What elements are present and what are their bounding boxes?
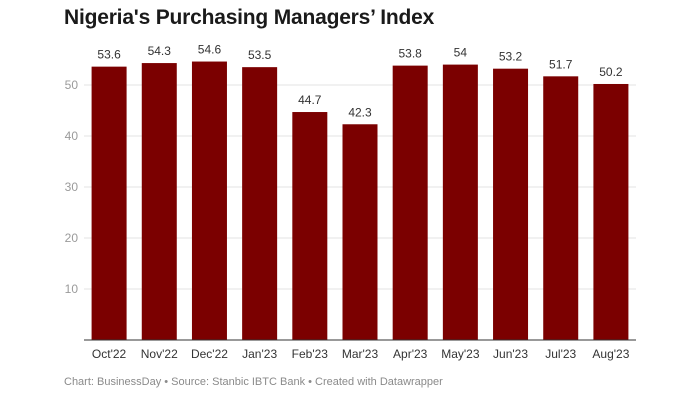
bar <box>91 66 127 340</box>
x-tick-label: Jul'23 <box>545 347 576 361</box>
x-tick-label: Feb'23 <box>292 347 329 361</box>
y-tick-label: 50 <box>65 78 79 92</box>
data-label: 44.7 <box>298 93 322 107</box>
data-label: 53.5 <box>248 48 272 62</box>
y-tick-label: 10 <box>65 282 79 296</box>
x-tick-label: Mar'23 <box>342 347 379 361</box>
x-tick-label: Apr'23 <box>393 347 428 361</box>
chart-footer: Chart: BusinessDay • Source: Stanbic IBT… <box>64 376 443 388</box>
chart-title: Nigeria's Purchasing Managers’ Index <box>64 6 435 29</box>
x-tick-label: Oct'22 <box>92 347 127 361</box>
bar <box>493 68 529 341</box>
x-tick-label: Nov'22 <box>141 347 178 361</box>
bar <box>442 64 478 340</box>
bar <box>392 65 428 341</box>
data-label: 54.3 <box>148 44 172 58</box>
x-tick-label: Jun'23 <box>493 347 528 361</box>
bar-layer <box>91 61 629 341</box>
label-layer: 53.6 Oct'22 54.3 Nov'22 54.6 Dec'22 53.5 Jan'23… <box>84 43 636 361</box>
data-label: 50.2 <box>599 65 623 79</box>
data-label: 54.6 <box>198 43 222 57</box>
y-tick-label: 20 <box>65 231 79 245</box>
data-label: 53.8 <box>399 47 423 61</box>
x-tick-label: Dec'22 <box>191 347 228 361</box>
bar <box>141 63 177 340</box>
data-label: 53.6 <box>97 48 121 62</box>
x-tick-label: Aug'23 <box>592 347 629 361</box>
bar <box>191 61 227 340</box>
bar <box>342 124 378 341</box>
x-tick-label: May'23 <box>441 347 480 361</box>
bar <box>292 112 328 340</box>
x-tick-label: Jan'23 <box>242 347 277 361</box>
bar <box>543 76 579 340</box>
y-tick-label: 40 <box>65 129 79 143</box>
y-tick-label: 30 <box>65 180 79 194</box>
data-label: 51.7 <box>549 57 573 71</box>
bar <box>242 67 278 341</box>
data-label: 53.2 <box>499 50 523 64</box>
data-label: 54 <box>454 46 468 60</box>
bar <box>593 83 629 340</box>
data-label: 42.3 <box>348 105 372 119</box>
